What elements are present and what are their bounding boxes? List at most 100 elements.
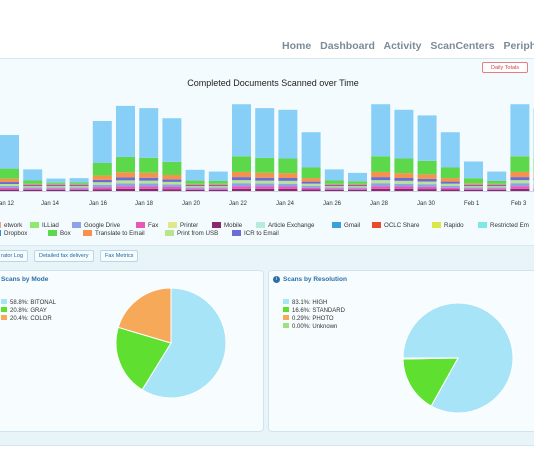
bar-segment-google-drive — [348, 187, 367, 189]
bar-segment-box — [348, 181, 367, 184]
bar-segment-mobile — [162, 189, 182, 191]
bar-segment-mobile — [208, 189, 228, 191]
bar-segment-fax — [440, 187, 460, 190]
bar-segment-box — [255, 157, 275, 173]
nav-activity[interactable]: Activity — [383, 40, 422, 52]
legend-item[interactable]: OCLC Share — [372, 222, 419, 229]
bar-segment-print-from-usb — [116, 180, 135, 184]
legend-item[interactable]: Fax — [136, 222, 158, 229]
tab-fax-metrics[interactable]: Fax Metrics — [100, 250, 139, 262]
scans-by-mode-panel: Scans by Mode 58.8%: BITONAL 20.8%: GRAY… — [0, 270, 264, 432]
legend-item[interactable]: Article Exchange — [256, 222, 314, 229]
pie-slice[interactable] — [141, 287, 227, 399]
bar-segment-icr-to-email — [324, 185, 344, 187]
legend-item[interactable]: Gmail — [332, 222, 360, 229]
bar-segment-icr-to-email — [46, 185, 66, 187]
legend-item[interactable]: Mobile — [212, 222, 242, 229]
legend-item[interactable]: Google Drive — [72, 222, 120, 229]
legend-item[interactable]: Translate to Email — [83, 230, 145, 237]
tab-operator-log[interactable]: rator Log — [0, 250, 29, 262]
legend-label: Google Drive — [84, 222, 121, 229]
bar-segment-print-from-usb — [208, 186, 228, 188]
resolution-legend-item: 0.00%: Unknown — [283, 323, 345, 331]
legend-item[interactable]: etwork — [0, 222, 22, 229]
legend-label: Mobile — [224, 222, 243, 229]
legend-item[interactable]: Dropbox — [0, 230, 27, 237]
bar-segment-box — [185, 180, 205, 184]
daily-totals-button[interactable]: Daily Totals — [482, 62, 528, 73]
pie-slice[interactable] — [117, 287, 172, 344]
bar-segment-other — [440, 132, 460, 168]
bar-segment-print-from-usb — [139, 180, 159, 184]
bar-segment-box — [116, 156, 135, 173]
bar-segment-mobile — [139, 188, 159, 191]
bar-segment-box — [324, 180, 344, 184]
bar-segment-fax — [371, 186, 391, 189]
bar-segment-translate-to-email — [417, 174, 437, 179]
legend-item[interactable]: Restricted Em — [478, 222, 529, 229]
x-tick-label: Jan 24 — [276, 201, 295, 207]
bar-segment-other — [69, 178, 89, 183]
bar-segment-other — [301, 132, 321, 168]
bar-segment-other — [394, 109, 414, 159]
bar-segment-translate-to-email — [487, 183, 507, 185]
legend-label: Restricted Em — [490, 222, 529, 229]
bar-segment-icr-to-email — [162, 179, 182, 182]
legend-label: OCLC Share — [384, 222, 420, 229]
legend-swatch — [332, 222, 341, 228]
bar-segment-icr-to-email — [116, 177, 135, 181]
nav-dashboard[interactable]: Dashboard — [320, 40, 375, 52]
pie-slice[interactable] — [402, 357, 459, 360]
x-tick-label: Jan 22 — [229, 201, 248, 207]
mode-legend-item: 20.8%: GRAY — [1, 307, 56, 315]
bar-segment-google-drive — [440, 185, 460, 188]
bar-segment-mobile — [301, 189, 321, 191]
bar-segment-icr-to-email — [487, 185, 507, 187]
bar-segment-print-from-usb — [394, 180, 414, 184]
tab-detailed-fax-delivery[interactable]: Detailed fax delivery — [34, 250, 94, 262]
bar-segment-other — [208, 171, 228, 181]
bar-segment-box — [440, 167, 460, 179]
bar-segment-print-from-usb — [278, 180, 298, 184]
pie-slice[interactable] — [115, 326, 172, 391]
legend-swatch — [432, 222, 441, 228]
bar-segment-mobile — [510, 188, 530, 191]
legend-item[interactable]: Printer — [168, 222, 198, 229]
bar-segment-icr-to-email — [69, 185, 89, 187]
bar-segment-other — [23, 169, 43, 181]
bar-segment-other — [92, 121, 112, 163]
nav-home[interactable]: Home — [282, 40, 312, 52]
bar-segment-print-from-usb — [464, 186, 483, 188]
bar-segment-fax — [324, 188, 344, 190]
legend-item[interactable]: Box — [48, 230, 71, 237]
bar-segment-icr-to-email — [394, 178, 414, 181]
bar-segment-mobile — [371, 188, 391, 191]
bar-segment-other — [348, 172, 367, 182]
bar-segment-mobile — [348, 189, 367, 191]
bar-segment-fax — [116, 186, 135, 189]
legend-label: Fax — [148, 222, 159, 229]
scans-by-mode-title: Scans by Mode — [1, 276, 49, 283]
bar-segment-print-from-usb — [301, 183, 321, 186]
bar-segment-icr-to-email — [278, 178, 298, 181]
bar-segment-translate-to-email — [464, 183, 483, 185]
nav-peripherals[interactable]: Peripher — [503, 40, 534, 52]
bar-segment-print-from-usb — [185, 186, 205, 188]
x-tick-label: Jan 18 — [135, 201, 154, 207]
bar-segment-print-from-usb — [46, 186, 66, 188]
legend-item[interactable]: Rapido — [432, 222, 464, 229]
bar-segment-fax — [92, 187, 112, 190]
legend-item[interactable]: Print from USB — [165, 230, 218, 237]
bar-segment-fax — [23, 188, 43, 190]
legend-label: Translate to Email — [95, 230, 145, 237]
x-tick-label: Jan 28 — [370, 201, 389, 207]
legend-item[interactable]: ILLiad — [30, 222, 59, 229]
legend-item[interactable]: ICR to Email — [232, 230, 279, 237]
pie-slice[interactable] — [402, 357, 459, 407]
top-navigation: Home Dashboard Activity ScanCenters Peri… — [282, 40, 534, 56]
bar-segment-print-from-usb — [487, 186, 507, 188]
bar-segment-mobile — [69, 189, 89, 191]
legend-label: Gmail — [344, 222, 361, 229]
bar-segment-box — [46, 182, 66, 184]
nav-scancenters[interactable]: ScanCenters — [430, 40, 495, 52]
